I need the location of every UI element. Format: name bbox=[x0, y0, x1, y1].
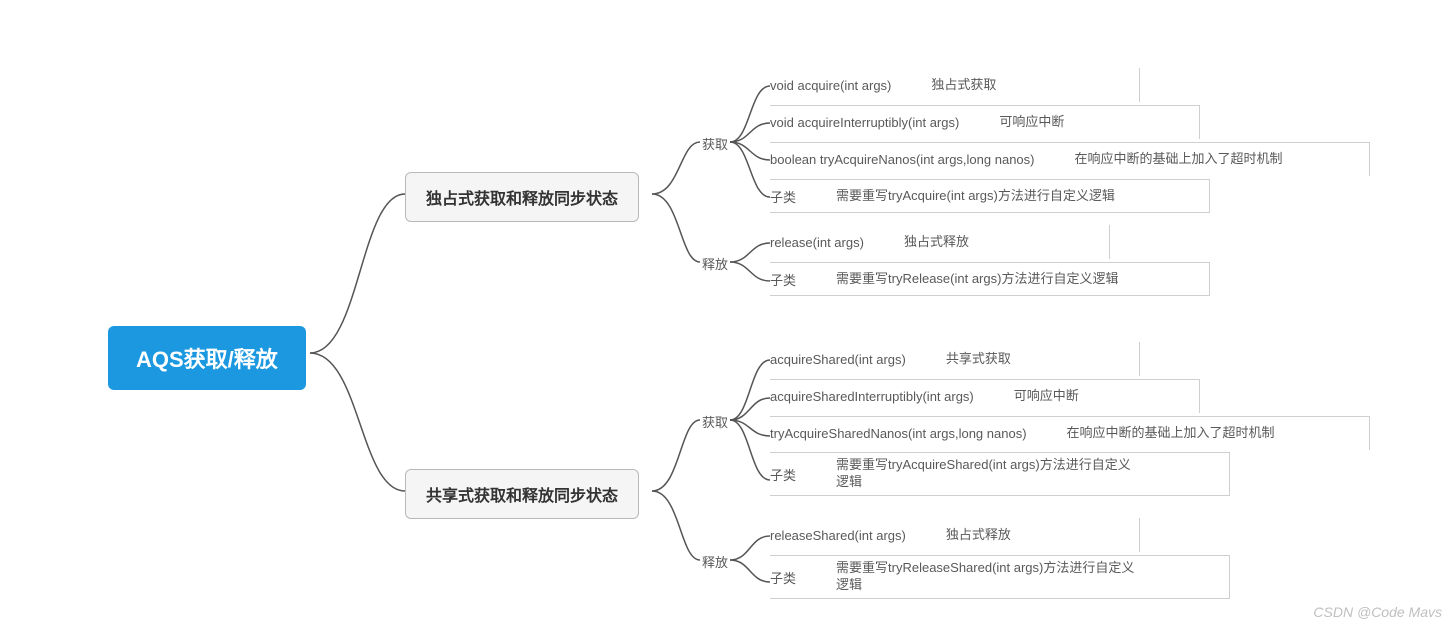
leaf-ex-acq-2: boolean tryAcquireNanos(int args,long na… bbox=[770, 142, 1370, 176]
leaf-c1: 子类 bbox=[770, 465, 796, 484]
leaf-c2: 在响应中断的基础上加入了超时机制 bbox=[1075, 151, 1283, 168]
leaf-c2: 独占式释放 bbox=[946, 527, 1011, 544]
leaf-c1: 子类 bbox=[770, 187, 796, 206]
l2-node-exclusive: 独占式获取和释放同步状态 bbox=[405, 172, 639, 222]
l2-node-shared: 共享式获取和释放同步状态 bbox=[405, 469, 639, 519]
leaf-c2: 需要重写tryAcquire(int args)方法进行自定义逻辑 bbox=[836, 188, 1115, 205]
leaf-c1: 子类 bbox=[770, 568, 796, 587]
leaf-c2: 在响应中断的基础上加入了超时机制 bbox=[1067, 425, 1275, 442]
leaf-sh-acq-3: 子类 需要重写tryAcquireShared(int args)方法进行自定义… bbox=[770, 452, 1230, 496]
leaf-ex-rel-1: 子类 需要重写tryRelease(int args)方法进行自定义逻辑 bbox=[770, 262, 1210, 296]
root-node: AQS获取/释放 bbox=[108, 326, 306, 390]
leaf-c2: 独占式获取 bbox=[931, 77, 996, 94]
leaf-c1: boolean tryAcquireNanos(int args,long na… bbox=[770, 152, 1035, 167]
l3-label-exclusive-release: 释放 bbox=[702, 254, 728, 273]
leaf-sh-rel-1: 子类 需要重写tryReleaseShared(int args)方法进行自定义… bbox=[770, 555, 1230, 599]
leaf-sh-acq-1: acquireSharedInterruptibly(int args) 可响应… bbox=[770, 379, 1200, 413]
leaf-c1: 子类 bbox=[770, 270, 796, 289]
leaf-c2: 共享式获取 bbox=[946, 351, 1011, 368]
l3-label-exclusive-acquire: 获取 bbox=[702, 134, 728, 153]
leaf-c1: releaseShared(int args) bbox=[770, 528, 906, 543]
leaf-c1: tryAcquireSharedNanos(int args,long nano… bbox=[770, 426, 1027, 441]
leaf-c2: 可响应中断 bbox=[1014, 388, 1079, 405]
leaf-c2: 需要重写tryReleaseShared(int args)方法进行自定义逻辑 bbox=[836, 560, 1136, 594]
leaf-sh-acq-2: tryAcquireSharedNanos(int args,long nano… bbox=[770, 416, 1370, 450]
leaf-ex-acq-3: 子类 需要重写tryAcquire(int args)方法进行自定义逻辑 bbox=[770, 179, 1210, 213]
leaf-sh-acq-0: acquireShared(int args) 共享式获取 bbox=[770, 342, 1140, 376]
leaf-c1: void acquire(int args) bbox=[770, 78, 891, 93]
leaf-c2: 需要重写tryRelease(int args)方法进行自定义逻辑 bbox=[836, 271, 1118, 288]
leaf-ex-acq-1: void acquireInterruptibly(int args) 可响应中… bbox=[770, 105, 1200, 139]
l3-label-shared-release: 释放 bbox=[702, 552, 728, 571]
leaf-c2: 独占式释放 bbox=[904, 234, 969, 251]
leaf-sh-rel-0: releaseShared(int args) 独占式释放 bbox=[770, 518, 1140, 552]
watermark: CSDN @Code Mavs bbox=[1313, 604, 1442, 620]
leaf-c1: release(int args) bbox=[770, 235, 864, 250]
leaf-c1: acquireSharedInterruptibly(int args) bbox=[770, 389, 974, 404]
leaf-c2: 需要重写tryAcquireShared(int args)方法进行自定义逻辑 bbox=[836, 457, 1136, 491]
connector-lines bbox=[0, 0, 1454, 626]
leaf-c1: void acquireInterruptibly(int args) bbox=[770, 115, 959, 130]
l3-label-shared-acquire: 获取 bbox=[702, 412, 728, 431]
leaf-c1: acquireShared(int args) bbox=[770, 352, 906, 367]
leaf-ex-acq-0: void acquire(int args) 独占式获取 bbox=[770, 68, 1140, 102]
leaf-c2: 可响应中断 bbox=[999, 114, 1064, 131]
leaf-ex-rel-0: release(int args) 独占式释放 bbox=[770, 225, 1110, 259]
